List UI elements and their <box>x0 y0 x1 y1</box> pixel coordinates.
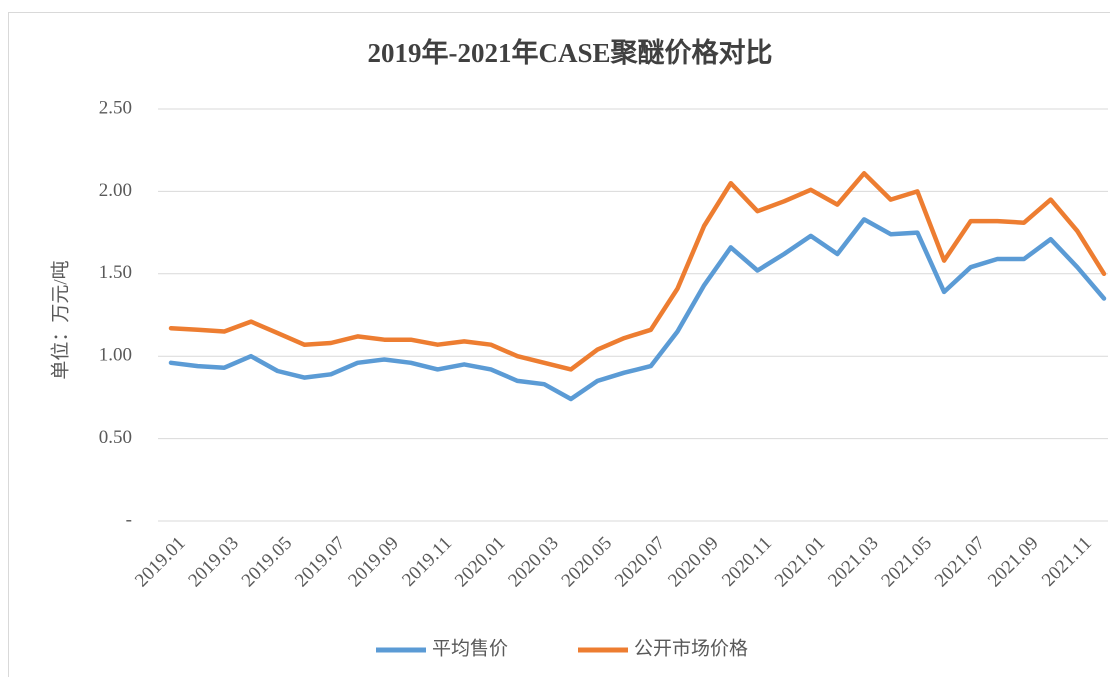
chart-border <box>8 12 1110 677</box>
x-tick-label: 2019.09 <box>344 533 403 592</box>
x-tick-label: 2019.03 <box>184 533 243 592</box>
x-tick-label: 2020.07 <box>611 533 670 592</box>
line-series <box>168 171 1107 372</box>
x-tick-label: 2021.01 <box>771 533 830 592</box>
x-tick-label: 2021.09 <box>984 533 1043 592</box>
y-tick-label: 0.50 <box>99 427 132 448</box>
x-tick-label: 2020.03 <box>504 533 563 592</box>
legend-label: 公开市场价格 <box>634 637 748 659</box>
y-tick-label: 2.00 <box>99 180 132 201</box>
x-tick-label: 2020.05 <box>558 533 617 592</box>
x-tick-label: 2021.11 <box>1038 533 1096 591</box>
x-tick-label: 2021.03 <box>824 533 883 592</box>
line-series <box>168 217 1107 402</box>
y-tick-label: 1.00 <box>99 345 132 366</box>
y-tick-label: 1.50 <box>99 262 132 283</box>
chart-title: 2019年-2021年CASE聚醚价格对比 <box>367 37 772 68</box>
x-tick-label: 2019.07 <box>291 533 350 592</box>
x-tick-label: 2020.09 <box>664 533 723 592</box>
legend-label: 平均售价 <box>432 637 508 659</box>
x-tick-label: 2019.05 <box>238 533 297 592</box>
x-tick-label: 2020.01 <box>451 533 510 592</box>
y-axis-label: 单位：万元/吨 <box>49 260 71 379</box>
y-tick-label: - <box>126 509 132 530</box>
x-tick-label: 2019.01 <box>131 533 190 592</box>
x-tick-label: 2021.05 <box>877 533 936 592</box>
x-tick-label: 2019.11 <box>398 533 456 591</box>
y-tick-label: 2.50 <box>99 97 132 118</box>
x-tick-label: 2020.11 <box>718 533 776 591</box>
x-tick-label: 2021.07 <box>931 533 990 592</box>
